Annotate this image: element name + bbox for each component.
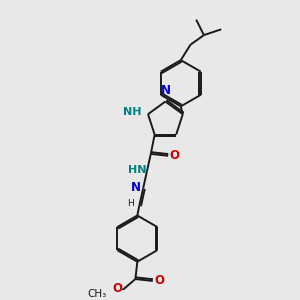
Text: O: O: [154, 274, 164, 287]
Text: N: N: [131, 181, 141, 194]
Text: HN: HN: [128, 165, 147, 175]
Text: N: N: [161, 84, 171, 97]
Text: NH: NH: [123, 107, 141, 117]
Text: H: H: [127, 200, 134, 208]
Text: CH₃: CH₃: [87, 290, 106, 299]
Text: O: O: [112, 282, 122, 295]
Text: O: O: [170, 149, 180, 162]
